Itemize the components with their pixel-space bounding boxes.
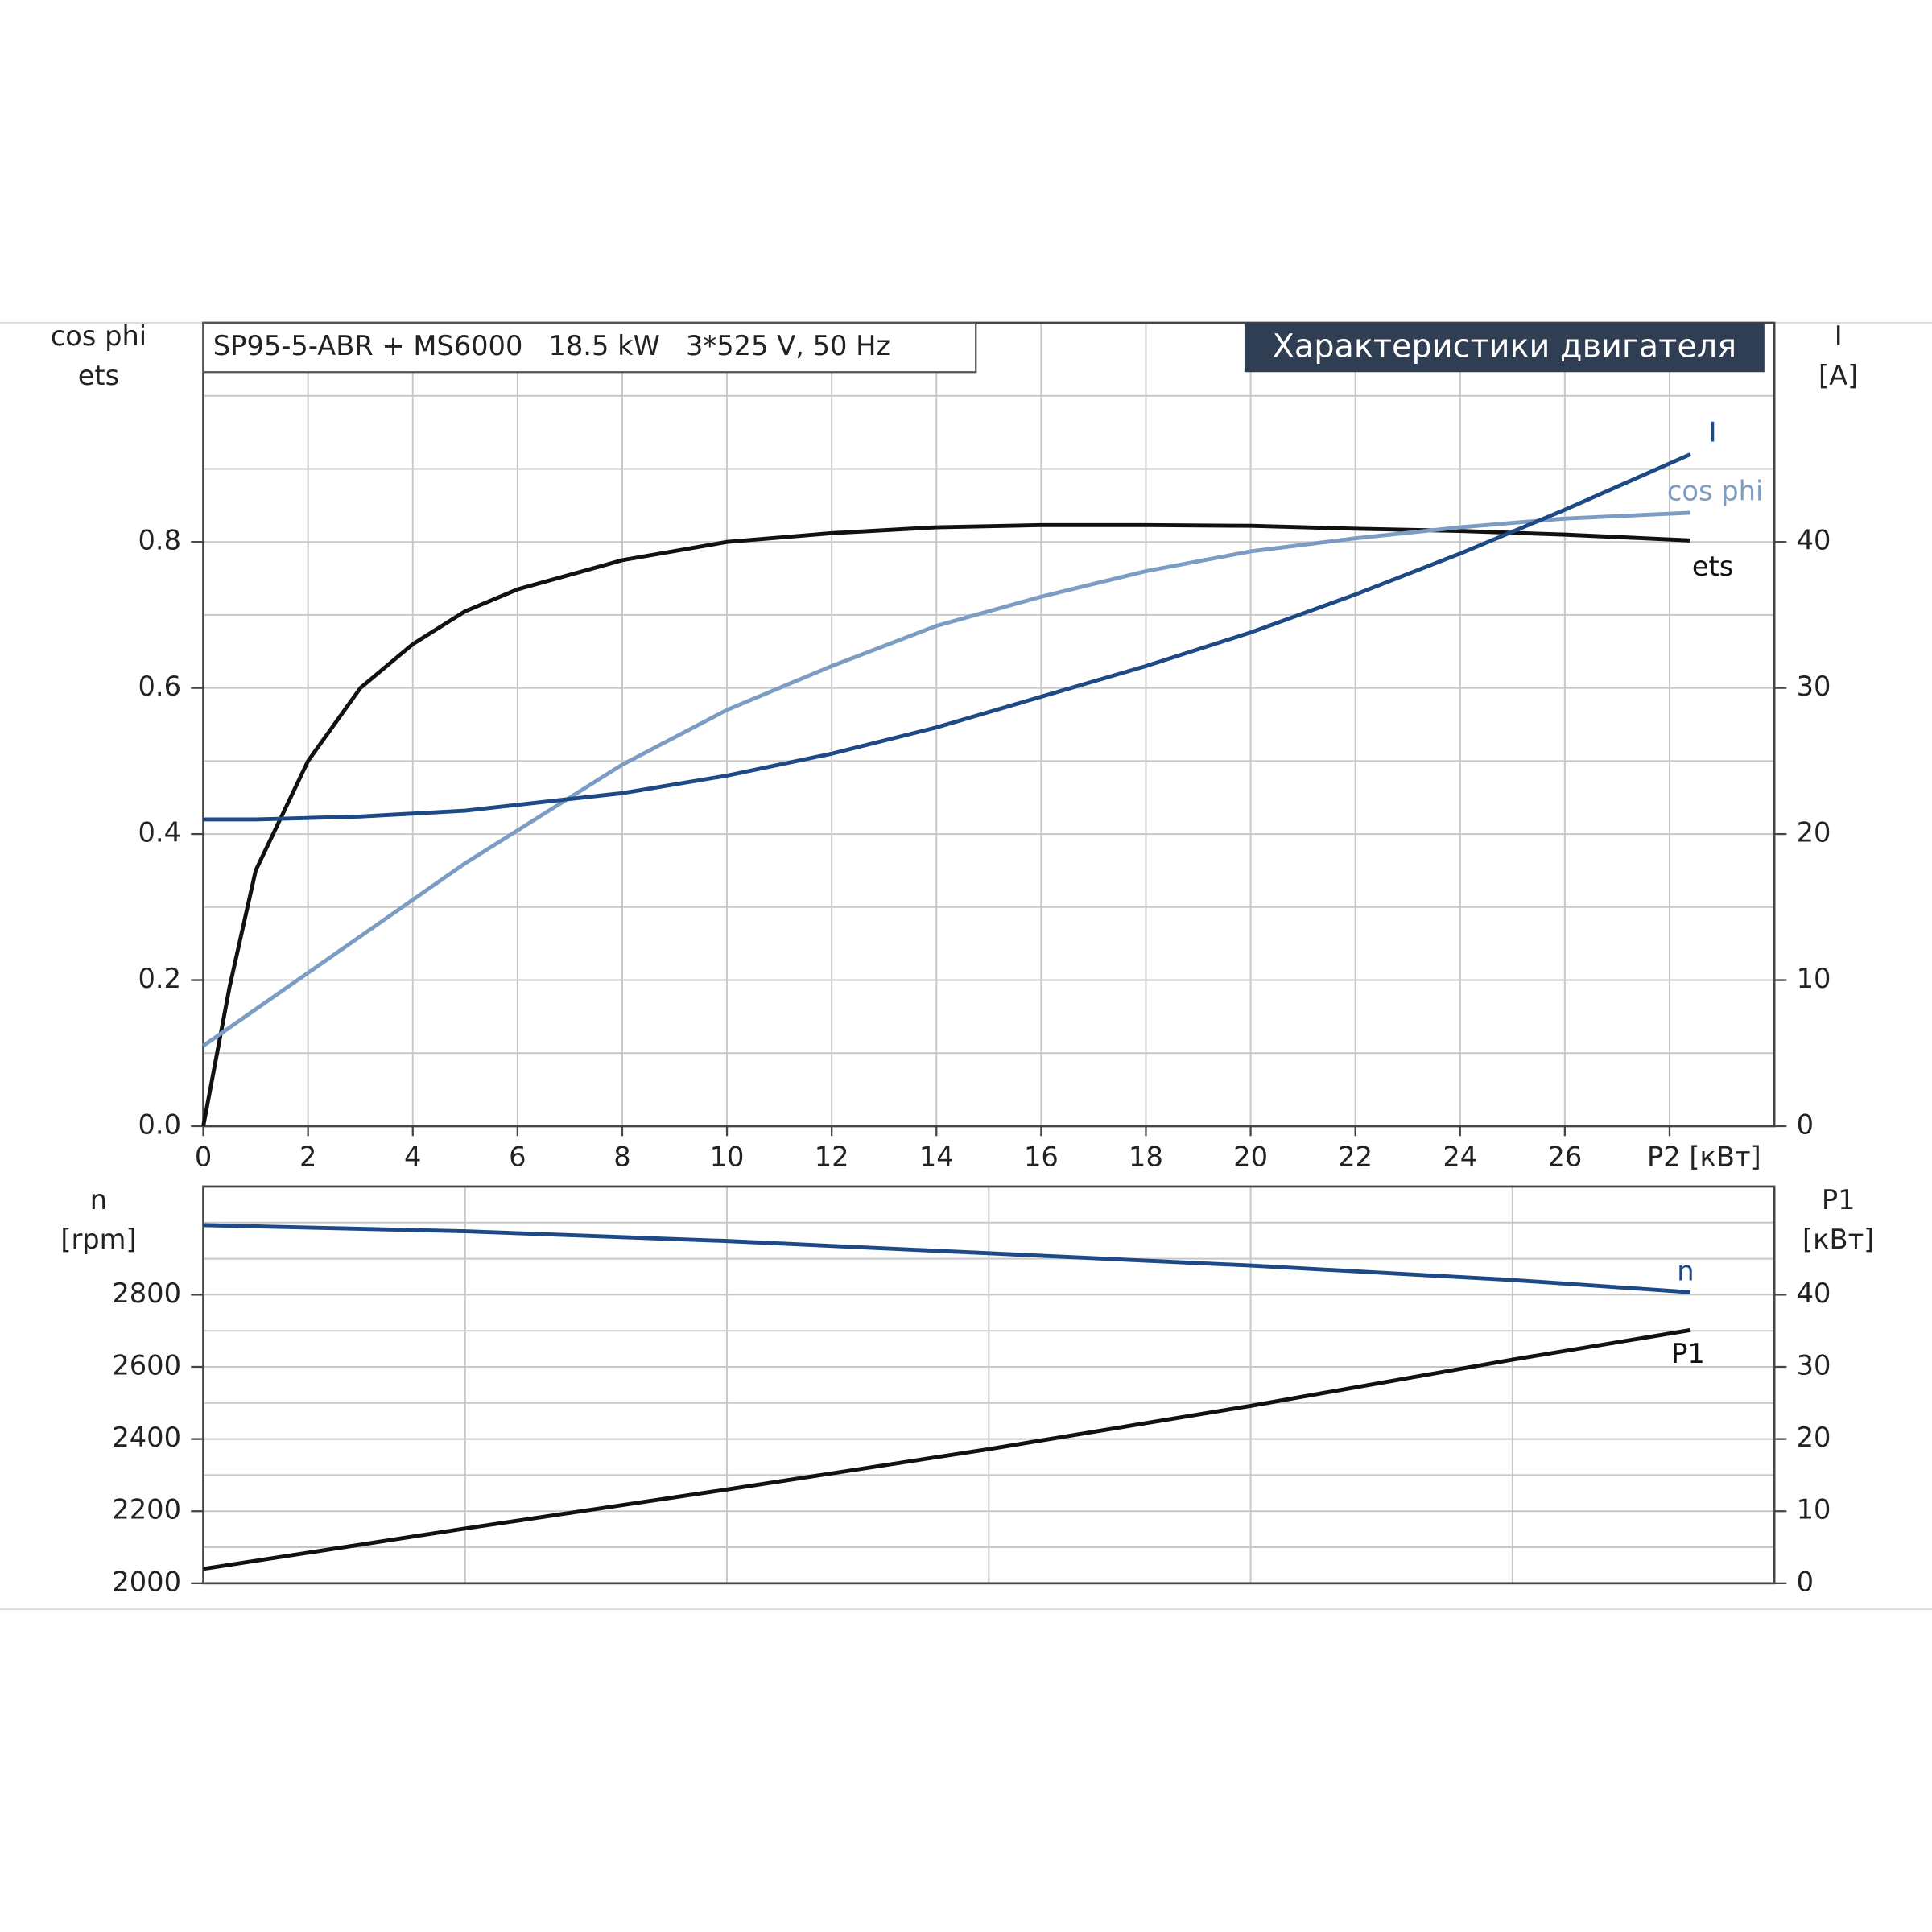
y-tick-label: 0.4 [138, 817, 181, 848]
x-tick-label: 26 [1547, 1141, 1582, 1172]
y-axis-label: cos phi [51, 320, 147, 352]
y2-tick-label: 0 [1797, 1566, 1814, 1597]
y2-tick-label: 0 [1797, 1108, 1814, 1140]
series-label: n [1677, 1256, 1694, 1287]
y2-axis-label: P1 [1822, 1184, 1856, 1216]
y2-tick-label: 40 [1797, 1278, 1831, 1309]
x-tick-label: 10 [710, 1141, 745, 1172]
y2-tick-label: 20 [1797, 817, 1831, 848]
x-tick-label: 12 [815, 1141, 849, 1172]
chart-subtitle: Характеристики двигателя [1273, 328, 1737, 365]
x-tick-label: 16 [1024, 1141, 1059, 1172]
series-line [202, 510, 1691, 1048]
title-box [202, 321, 977, 374]
x-tick-label: 6 [509, 1141, 526, 1172]
y-axis-label: ets [78, 360, 119, 391]
y-tick-label: 2800 [112, 1278, 181, 1309]
y2-tick-label: 20 [1797, 1422, 1831, 1453]
y2-tick-label: 30 [1797, 1350, 1831, 1381]
series-label: cos phi [1667, 476, 1763, 507]
y2-axis-label: [A] [1818, 360, 1858, 391]
x-tick-label: 22 [1338, 1141, 1373, 1172]
x-tick-label: 8 [613, 1141, 630, 1172]
series-line [203, 1223, 1691, 1294]
x-tick-label: 14 [919, 1141, 954, 1172]
chart-title: SP95-5-ABR + MS6000 18.5 kW 3*525 V, 50 … [213, 330, 890, 361]
x-tick-label: 4 [404, 1141, 421, 1172]
y2-tick-label: 10 [1797, 1494, 1831, 1525]
y-tick-label: 0.8 [138, 525, 181, 556]
y-tick-label: 0.2 [138, 963, 181, 994]
y2-axis-label: I [1835, 320, 1843, 352]
x-tick-label: 20 [1233, 1141, 1268, 1172]
y2-tick-label: 10 [1797, 963, 1831, 994]
y-tick-label: 2200 [112, 1494, 181, 1525]
y-tick-label: 0.0 [138, 1108, 181, 1140]
y2-axis-label: [кВт] [1802, 1224, 1874, 1255]
plot-frame [202, 1185, 1776, 1585]
series-label: I [1709, 416, 1717, 448]
y2-tick-label: 30 [1797, 671, 1831, 702]
y-axis-label: [rpm] [60, 1224, 136, 1255]
y-tick-label: 2000 [112, 1566, 181, 1597]
series-label: ets [1692, 551, 1733, 582]
plot-frame [202, 321, 1776, 1128]
y-tick-label: 2400 [112, 1422, 181, 1453]
subtitle-box [1244, 323, 1765, 373]
y-tick-label: 2600 [112, 1350, 181, 1381]
series-line [203, 1327, 1691, 1571]
x-tick-label: 18 [1129, 1141, 1163, 1172]
y-tick-label: 0.6 [138, 671, 181, 702]
x-tick-label: 2 [299, 1141, 316, 1172]
series-label: P1 [1671, 1338, 1705, 1369]
series-line [201, 522, 1691, 1127]
x-tick-label: P2 [кВт] [1647, 1141, 1761, 1172]
y-axis-label: n [90, 1184, 107, 1216]
x-tick-label: 0 [195, 1141, 212, 1172]
x-tick-label: 24 [1443, 1141, 1477, 1172]
series-line [203, 452, 1691, 822]
y2-tick-label: 40 [1797, 525, 1831, 556]
